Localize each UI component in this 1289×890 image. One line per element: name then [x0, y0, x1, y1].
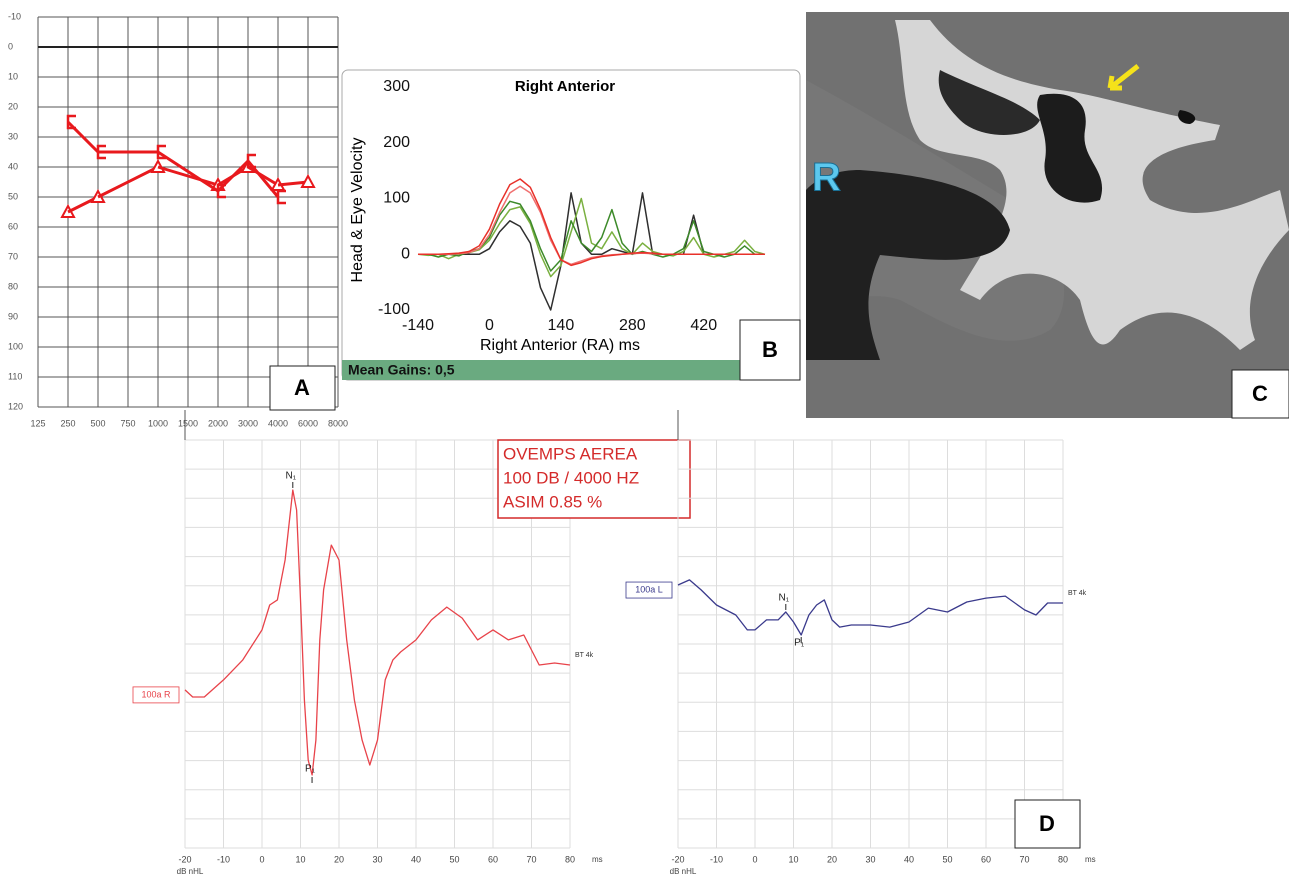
y-axis-label: Head & Eye Velocity [349, 138, 366, 283]
y-tick-label: 70 [8, 251, 18, 261]
chart-title: Right Anterior [515, 78, 615, 95]
x-tick-label: 140 [548, 317, 575, 334]
mean-gains: Mean Gains: 0,5 [348, 362, 455, 378]
unit-label: dB nHL [670, 867, 697, 876]
series-segment [218, 161, 248, 191]
y-tick-label: 300 [383, 78, 410, 95]
y-tick-label: -100 [378, 301, 410, 318]
x-tick-label: -10 [217, 854, 230, 864]
x-tick-label: 60 [488, 854, 498, 864]
x-tick-label: 4000 [268, 418, 288, 428]
x-axis-label: ms [1085, 855, 1096, 864]
x-tick-label: 70 [526, 854, 536, 864]
x-tick-label: 280 [619, 317, 646, 334]
y-tick-label: 100 [8, 341, 23, 351]
x-tick-label: 0 [485, 317, 494, 334]
series-segment [248, 167, 278, 185]
annotation: 100 DB / 4000 HZ [503, 468, 639, 487]
x-tick-label: 50 [449, 854, 459, 864]
x-tick-label: -20 [671, 854, 684, 864]
y-tick-label: 200 [383, 134, 410, 151]
x-tick-label: 10 [295, 854, 305, 864]
side-label: R [812, 156, 841, 200]
end-label: BT 4k [1068, 590, 1087, 597]
peak-label: P₁ [305, 764, 316, 775]
figure: Mean Gains: 0,5 R 1252505007501000150020… [0, 0, 1289, 890]
y-tick-label: 10 [8, 71, 18, 81]
series-segment [248, 161, 278, 197]
y-tick-label: 30 [8, 131, 18, 141]
x-tick-label: 0 [752, 854, 757, 864]
unit-label: dB nHL [177, 867, 204, 876]
y-tick-label: 100 [383, 190, 410, 207]
y-tick-label: 80 [8, 281, 18, 291]
x-tick-label: 0 [259, 854, 264, 864]
x-tick-label: 20 [334, 854, 344, 864]
x-tick-label: 750 [120, 418, 135, 428]
x-axis-label: ms [592, 855, 603, 864]
x-axis-label: Right Anterior (RA) ms [480, 337, 640, 354]
y-tick-label: 110 [8, 371, 22, 381]
x-tick-label: 60 [981, 854, 991, 864]
x-tick-label: 70 [1019, 854, 1029, 864]
x-tick-label: 420 [690, 317, 717, 334]
x-tick-label: 250 [60, 418, 75, 428]
trace-label: 100a L [635, 584, 663, 594]
x-tick-label: 40 [411, 854, 421, 864]
trace-label: 100a R [141, 689, 171, 699]
x-tick-label: 40 [904, 854, 914, 864]
y-tick-label: 0 [401, 245, 410, 262]
x-tick-label: 30 [372, 854, 382, 864]
x-tick-label: -140 [402, 317, 434, 334]
y-tick-label: 20 [8, 101, 18, 111]
peak-label: N₁ [285, 471, 296, 482]
y-tick-label: 40 [8, 161, 18, 171]
annotation: OVEMPS AEREA [503, 444, 638, 463]
x-tick-label: 6000 [298, 418, 318, 428]
x-tick-label: -10 [710, 854, 723, 864]
y-tick-label: 60 [8, 221, 18, 231]
panel-label: B [762, 337, 778, 362]
panel-label: A [294, 375, 310, 400]
annotation: ASIM 0.85 % [503, 492, 602, 511]
y-tick-label: -10 [8, 11, 21, 21]
panel-label: C [1252, 381, 1268, 406]
x-tick-label: 80 [1058, 854, 1068, 864]
x-tick-label: 3000 [238, 418, 258, 428]
y-tick-label: 90 [8, 311, 18, 321]
y-tick-label: 120 [8, 401, 23, 411]
x-tick-label: 500 [90, 418, 105, 428]
panel-label: D [1039, 811, 1055, 836]
x-tick-label: 1500 [178, 418, 198, 428]
x-tick-label: 8000 [328, 418, 348, 428]
end-label: BT 4k [575, 652, 594, 659]
x-tick-label: 50 [942, 854, 952, 864]
x-tick-label: 20 [827, 854, 837, 864]
x-tick-label: 2000 [208, 418, 228, 428]
x-tick-label: 10 [788, 854, 798, 864]
y-tick-label: 50 [8, 191, 18, 201]
x-tick-label: 80 [565, 854, 575, 864]
x-tick-label: 125 [30, 418, 45, 428]
ct-image: R [806, 12, 1289, 418]
peak-label: P₁ [794, 638, 805, 649]
x-tick-label: 1000 [148, 418, 168, 428]
x-tick-label: -20 [178, 854, 191, 864]
x-tick-label: 30 [865, 854, 875, 864]
peak-label: N₁ [778, 593, 789, 604]
y-tick-label: 0 [8, 41, 13, 51]
